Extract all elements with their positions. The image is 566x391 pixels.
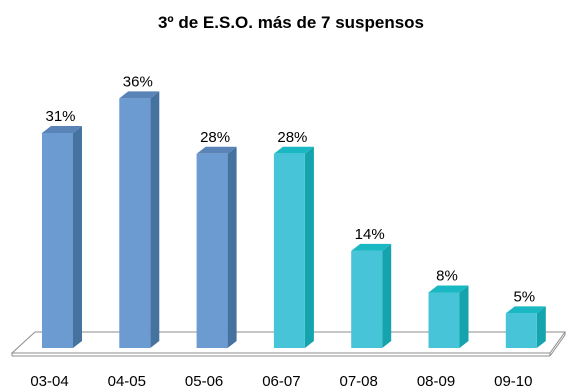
- value-label-04-05: 36%: [123, 73, 153, 90]
- x-tick-03-04: 03-04: [30, 373, 68, 390]
- bar-top-face: [196, 146, 237, 154]
- bar-side-face: [536, 306, 546, 348]
- value-label-06-07: 28%: [277, 129, 307, 146]
- chart-title: 3º de E.S.O. más de 7 suspensos: [158, 13, 424, 32]
- value-label-03-04: 31%: [45, 108, 75, 125]
- x-tick-07-08: 07-08: [340, 373, 378, 390]
- bar-top-face: [273, 146, 314, 154]
- bar-front-face: [428, 292, 460, 348]
- bar-front-face: [42, 133, 73, 348]
- bar-top-face: [351, 243, 392, 251]
- bar-side-face: [304, 146, 314, 348]
- bar-03-04: [42, 126, 82, 348]
- bar-top-face: [428, 285, 469, 293]
- bar-side-face: [73, 126, 82, 348]
- value-labels-group: 31% 36% 28% 28% 14% 8% 5%: [45, 73, 535, 305]
- x-tick-04-05: 04-05: [108, 373, 146, 390]
- x-tick-06-07: 06-07: [262, 373, 300, 390]
- bar-top-face: [505, 306, 546, 314]
- bar-front-face: [351, 250, 383, 348]
- bar-09-10: [505, 306, 546, 348]
- bar-front-face: [273, 153, 305, 348]
- bar-side-face: [459, 285, 469, 348]
- bar-front-face: [196, 153, 228, 348]
- value-label-09-10: 5%: [513, 288, 535, 305]
- bar-front-face: [119, 98, 151, 349]
- bar-08-09: [428, 285, 469, 348]
- bar-06-07: [273, 146, 314, 348]
- value-label-07-08: 14%: [355, 226, 385, 243]
- x-axis-ticks: 03-04 04-05 05-06 06-07 07-08 08-09 09-10: [30, 373, 532, 390]
- x-tick-08-09: 08-09: [417, 373, 455, 390]
- bar-side-face: [227, 146, 237, 348]
- bar-07-08: [351, 243, 392, 348]
- value-label-05-06: 28%: [200, 129, 230, 146]
- floor-edge-side: [549, 334, 566, 357]
- bars-group: [42, 91, 546, 349]
- bar-top-face: [119, 91, 160, 99]
- bar-04-05: [119, 91, 160, 349]
- bar-05-06: [196, 146, 237, 348]
- x-tick-05-06: 05-06: [185, 373, 223, 390]
- bar-top-face: [42, 126, 82, 133]
- bar-front-face: [505, 313, 537, 348]
- bar-side-face: [382, 243, 392, 348]
- x-tick-09-10: 09-10: [494, 373, 532, 390]
- value-label-08-09: 8%: [436, 268, 458, 285]
- bar-side-face: [150, 91, 160, 349]
